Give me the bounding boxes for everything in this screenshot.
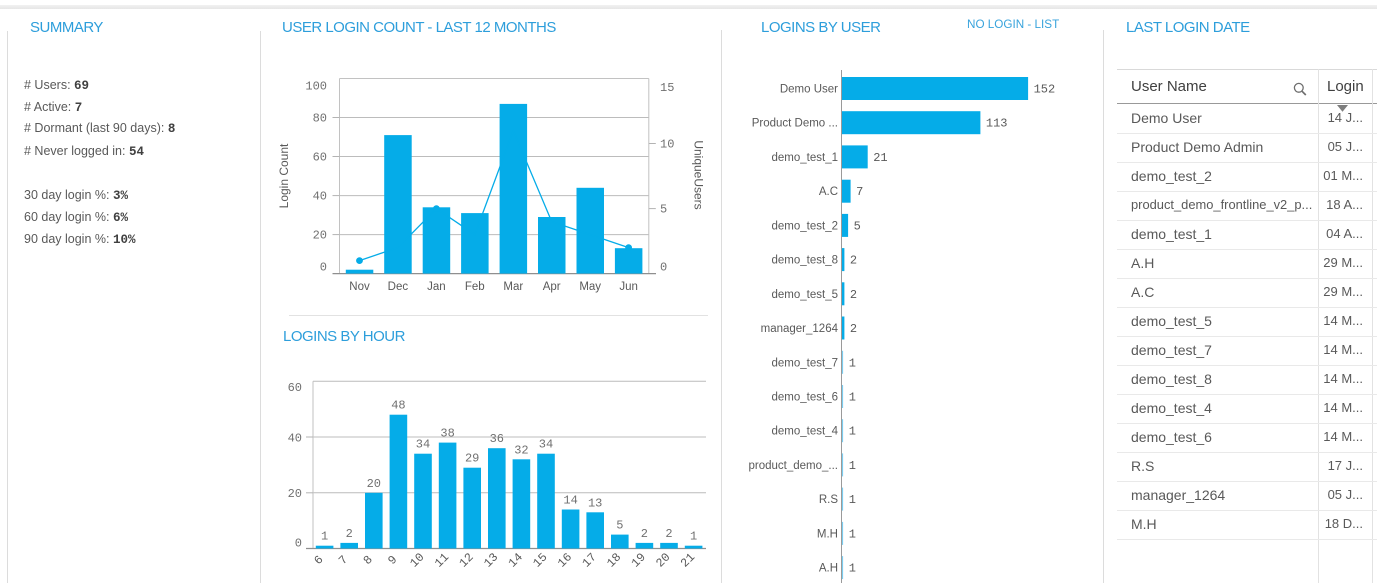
svg-text:Mar: Mar	[503, 281, 523, 293]
svg-text:10: 10	[407, 550, 427, 570]
svg-text:60: 60	[288, 381, 302, 395]
svg-text:32: 32	[514, 443, 528, 457]
svg-text:demo_test_7: demo_test_7	[772, 357, 839, 369]
svg-text:1: 1	[849, 425, 856, 439]
svg-text:2: 2	[346, 527, 353, 541]
svg-text:R.S: R.S	[819, 494, 839, 506]
svg-text:10: 10	[660, 138, 674, 152]
svg-text:manager_1264: manager_1264	[761, 323, 839, 335]
svg-text:1: 1	[321, 530, 328, 544]
svg-text:1: 1	[849, 391, 856, 405]
svg-text:20: 20	[367, 477, 381, 491]
svg-text:5: 5	[616, 519, 623, 533]
svg-text:demo_test_1: demo_test_1	[772, 152, 839, 164]
svg-text:80: 80	[313, 112, 327, 126]
svg-text:34: 34	[539, 438, 553, 452]
svg-text:13: 13	[481, 550, 501, 570]
svg-text:2: 2	[850, 322, 857, 336]
svg-text:21: 21	[873, 151, 887, 165]
svg-text:7: 7	[856, 185, 863, 199]
svg-text:18: 18	[604, 550, 624, 570]
svg-text:20: 20	[313, 229, 327, 243]
svg-text:2: 2	[850, 254, 857, 268]
svg-text:A.H: A.H	[819, 563, 838, 575]
svg-text:0: 0	[295, 537, 302, 551]
svg-text:demo_test_6: demo_test_6	[772, 392, 839, 404]
svg-text:Dec: Dec	[388, 281, 409, 293]
svg-text:Feb: Feb	[465, 281, 485, 293]
svg-text:6: 6	[311, 553, 326, 568]
svg-text:8: 8	[361, 553, 376, 568]
svg-text:Login Count: Login Count	[277, 143, 291, 208]
svg-text:100: 100	[305, 80, 327, 94]
svg-text:38: 38	[440, 427, 454, 441]
svg-text:2: 2	[641, 527, 648, 541]
svg-text:20: 20	[288, 487, 302, 501]
svg-text:40: 40	[288, 431, 302, 445]
svg-text:9: 9	[385, 553, 400, 568]
svg-text:13: 13	[588, 496, 602, 510]
svg-text:Product Demo ...: Product Demo ...	[752, 118, 838, 130]
svg-text:0: 0	[320, 261, 327, 275]
svg-text:7: 7	[336, 553, 351, 568]
svg-text:product_demo_...: product_demo_...	[748, 460, 838, 472]
svg-text:Jan: Jan	[427, 281, 446, 293]
svg-text:1: 1	[849, 527, 856, 541]
svg-text:demo_test_5: demo_test_5	[772, 289, 839, 301]
svg-text:60: 60	[313, 151, 327, 165]
svg-text:5: 5	[660, 203, 667, 217]
svg-text:40: 40	[313, 190, 327, 204]
svg-text:May: May	[579, 281, 601, 293]
svg-text:152: 152	[1034, 83, 1056, 97]
svg-text:1: 1	[690, 530, 697, 544]
svg-text:demo_test_2: demo_test_2	[772, 220, 839, 232]
svg-text:1: 1	[849, 459, 856, 473]
svg-text:113: 113	[986, 117, 1008, 131]
svg-text:Nov: Nov	[349, 281, 370, 293]
svg-text:0: 0	[660, 261, 667, 275]
svg-text:5: 5	[854, 219, 861, 233]
svg-text:19: 19	[629, 550, 649, 570]
svg-text:11: 11	[432, 550, 452, 570]
svg-text:15: 15	[530, 550, 550, 570]
svg-text:1: 1	[849, 562, 856, 576]
svg-text:Jun: Jun	[619, 281, 638, 293]
svg-text:21: 21	[678, 550, 698, 570]
svg-text:Demo User: Demo User	[780, 84, 838, 96]
svg-text:2: 2	[850, 288, 857, 302]
svg-text:36: 36	[490, 432, 504, 446]
svg-text:14: 14	[563, 494, 577, 508]
svg-text:12: 12	[457, 550, 477, 570]
svg-text:UniqueUsers: UniqueUsers	[692, 140, 706, 209]
svg-text:20: 20	[653, 550, 673, 570]
svg-text:15: 15	[660, 81, 674, 95]
svg-text:demo_test_4: demo_test_4	[772, 426, 839, 438]
svg-text:14: 14	[506, 550, 526, 570]
svg-text:34: 34	[416, 438, 430, 452]
svg-text:2: 2	[665, 527, 672, 541]
svg-text:1: 1	[849, 493, 856, 507]
svg-text:M.H: M.H	[817, 528, 838, 540]
svg-text:1: 1	[849, 356, 856, 370]
svg-text:48: 48	[391, 399, 405, 413]
svg-text:17: 17	[580, 550, 600, 570]
svg-text:demo_test_8: demo_test_8	[772, 255, 839, 267]
svg-text:Apr: Apr	[543, 281, 561, 293]
svg-text:29: 29	[465, 452, 479, 466]
svg-text:A.C: A.C	[819, 186, 838, 198]
svg-text:16: 16	[555, 550, 575, 570]
